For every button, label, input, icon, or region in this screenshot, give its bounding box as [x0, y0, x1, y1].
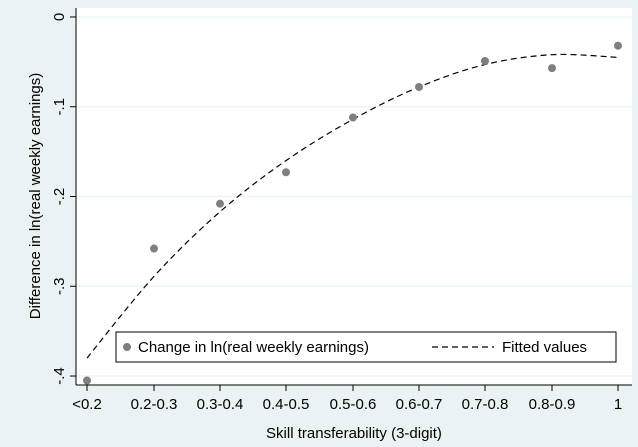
data-point — [481, 56, 489, 65]
legend: Change in ln(real weekly earnings) Fitte… — [115, 331, 617, 363]
data-point — [83, 376, 91, 385]
axes: 0 -.1 -.2 -.3 -.4<0.2 0.2-0.3 0.3-0.4 0.4-0.5 0.… — [51, 8, 632, 413]
x-tick-label: 0.8-0.9 — [529, 396, 576, 413]
x-tick-label: 0.4-0.5 — [263, 396, 310, 413]
x-tick-label: 1 — [614, 396, 622, 413]
data-point — [216, 199, 224, 208]
data-point — [282, 168, 290, 177]
gridlines — [76, 16, 632, 377]
legend-label-points: Change in ln(real weekly earnings) — [138, 339, 369, 356]
y-axis-title: Difference in ln(real weekly earnings) — [27, 73, 44, 320]
points-layer — [83, 41, 622, 385]
y-tick-label: -.1 — [51, 98, 68, 116]
x-tick-label: 0.5-0.6 — [330, 396, 377, 413]
fitted-line-layer — [86, 53, 619, 359]
fitted-values-line — [86, 53, 619, 359]
data-point — [349, 113, 357, 122]
data-point — [415, 82, 423, 91]
legend-marker-points — [123, 343, 131, 351]
data-point — [150, 244, 158, 253]
x-tick-label: 0.6-0.7 — [396, 396, 443, 413]
x-tick-label: 0.3-0.4 — [197, 396, 244, 413]
x-axis-title: Skill transferability (3-digit) — [266, 425, 442, 442]
legend-label-fitted: Fitted values — [502, 339, 587, 356]
y-tick-label: -.2 — [51, 188, 68, 206]
y-tick-label: -.3 — [51, 278, 68, 296]
x-tick-label: 0.2-0.3 — [131, 396, 178, 413]
data-point — [548, 64, 556, 73]
legend-box — [115, 331, 617, 363]
y-tick-label: -.4 — [51, 367, 68, 385]
x-tick-label: 0.7-0.8 — [462, 396, 509, 413]
y-tick-label: 0 — [51, 13, 68, 21]
data-point — [614, 41, 622, 50]
x-tick-label: <0.2 — [72, 396, 102, 413]
